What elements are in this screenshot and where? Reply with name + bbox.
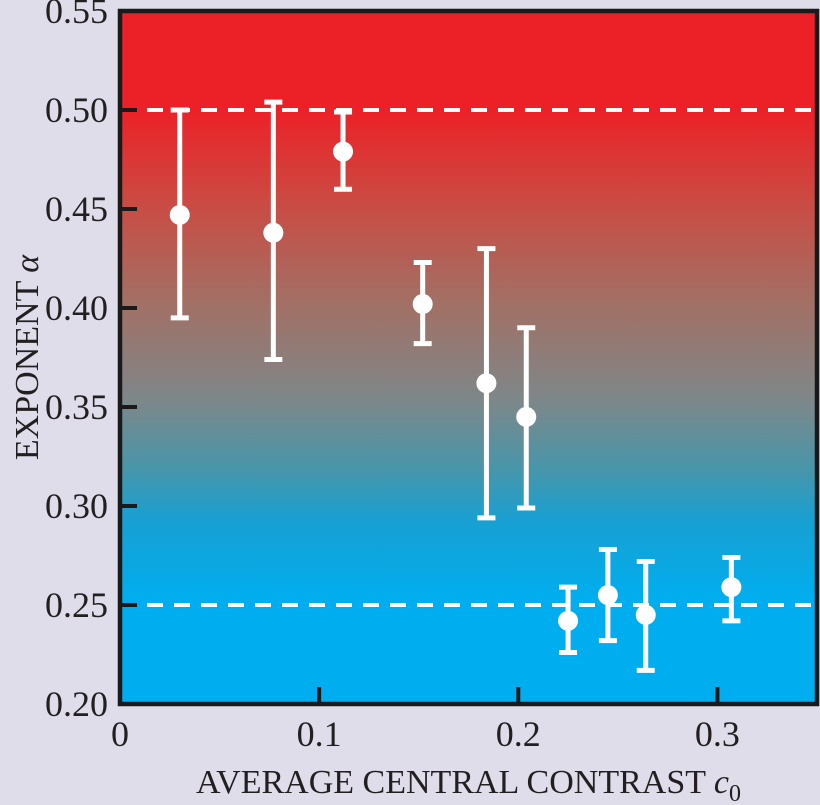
data-point-marker (476, 373, 497, 394)
data-point (412, 259, 433, 347)
data-point (721, 554, 742, 624)
data-point (169, 107, 190, 321)
y-tick-label: 0.50 (45, 90, 108, 130)
data-point-marker (635, 604, 656, 625)
x-axis-title: AVERAGE CENTRAL CONTRAST c0 (196, 764, 741, 805)
data-point-marker (263, 222, 284, 243)
x-tick-label: 0.1 (297, 714, 342, 754)
data-point (333, 109, 354, 192)
data-point-marker (597, 585, 618, 606)
data-point (516, 325, 537, 511)
x-tick-label: 0.3 (695, 714, 740, 754)
y-tick-label: 0.40 (45, 288, 108, 328)
y-tick-label: 0.55 (45, 0, 108, 31)
data-point (476, 246, 497, 521)
y-tick-label: 0.30 (45, 486, 108, 526)
data-point (558, 584, 579, 656)
y-tick-label: 0.20 (45, 684, 108, 724)
data-point-marker (516, 406, 537, 427)
data-point-marker (412, 294, 433, 315)
data-point (263, 99, 284, 362)
data-point-marker (169, 204, 190, 225)
x-tick-label: 0.2 (496, 714, 541, 754)
y-tick-label: 0.45 (45, 189, 108, 229)
data-point-marker (558, 610, 579, 631)
data-point-marker (333, 141, 354, 162)
y-axis-title: EXPONENT α (9, 254, 46, 460)
data-point (635, 558, 656, 673)
plot-frame (117, 8, 820, 707)
x-tick-label: 0 (111, 714, 129, 754)
y-tick-label: 0.25 (45, 585, 108, 625)
plot-area (120, 11, 817, 704)
y-tick-label: 0.35 (45, 387, 108, 427)
data-point (597, 547, 618, 644)
data-point-marker (721, 577, 742, 598)
